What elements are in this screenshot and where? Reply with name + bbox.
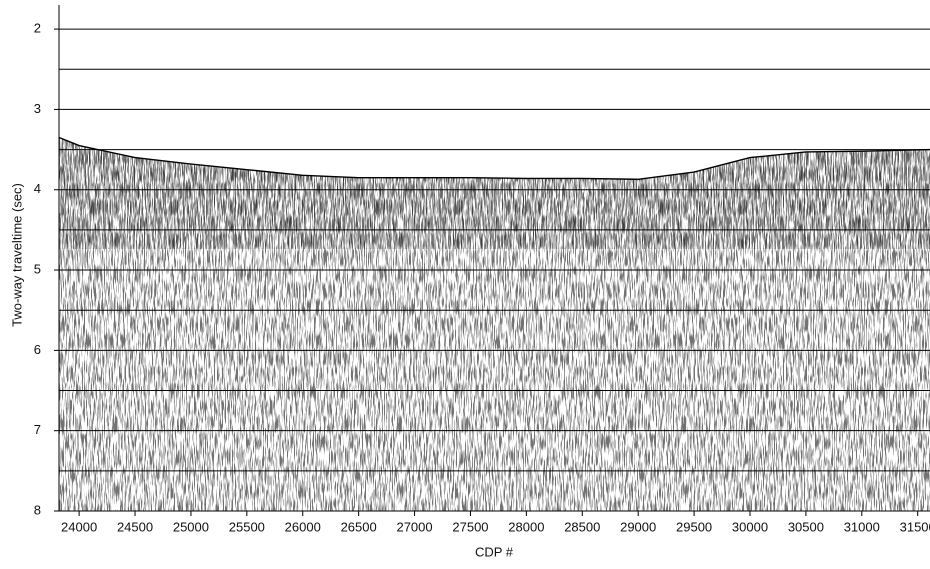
- y-tick-label: 4: [34, 181, 41, 196]
- x-tick-label: 28000: [508, 519, 544, 534]
- x-tick-label: 24000: [61, 519, 97, 534]
- y-tick-label: 5: [34, 261, 41, 276]
- x-tick-label: 26500: [341, 519, 377, 534]
- x-tick-label: 31500: [900, 519, 930, 534]
- x-tick-label: 30500: [788, 519, 824, 534]
- x-tick-label: 31000: [844, 519, 880, 534]
- seismic-texture: [59, 137, 930, 511]
- y-tick-label: 8: [34, 502, 41, 517]
- sea-floor-line: [58, 136, 930, 180]
- y-axis-title: Two-way traveltime (sec): [9, 183, 24, 327]
- x-tick-label: 27500: [452, 519, 488, 534]
- x-tick-label: 26000: [285, 519, 321, 534]
- x-tick-label: 25000: [173, 519, 209, 534]
- x-tick-label: 27000: [396, 519, 432, 534]
- noise-dense: [59, 137, 930, 249]
- x-axis-title: CDP #: [475, 544, 514, 559]
- x-tick-label: 29500: [676, 519, 712, 534]
- y-tick-label: 7: [34, 422, 41, 437]
- x-tick-label: 29000: [620, 519, 656, 534]
- x-tick-label: 28500: [564, 519, 600, 534]
- x-tick-label: 24500: [117, 519, 153, 534]
- noise: [59, 137, 930, 511]
- x-tick-label: 25500: [229, 519, 265, 534]
- y-tick-label: 2: [34, 21, 41, 36]
- y-tick-label: 3: [34, 101, 41, 116]
- x-tick-label: 30000: [732, 519, 768, 534]
- y-tick-label: 6: [34, 342, 41, 357]
